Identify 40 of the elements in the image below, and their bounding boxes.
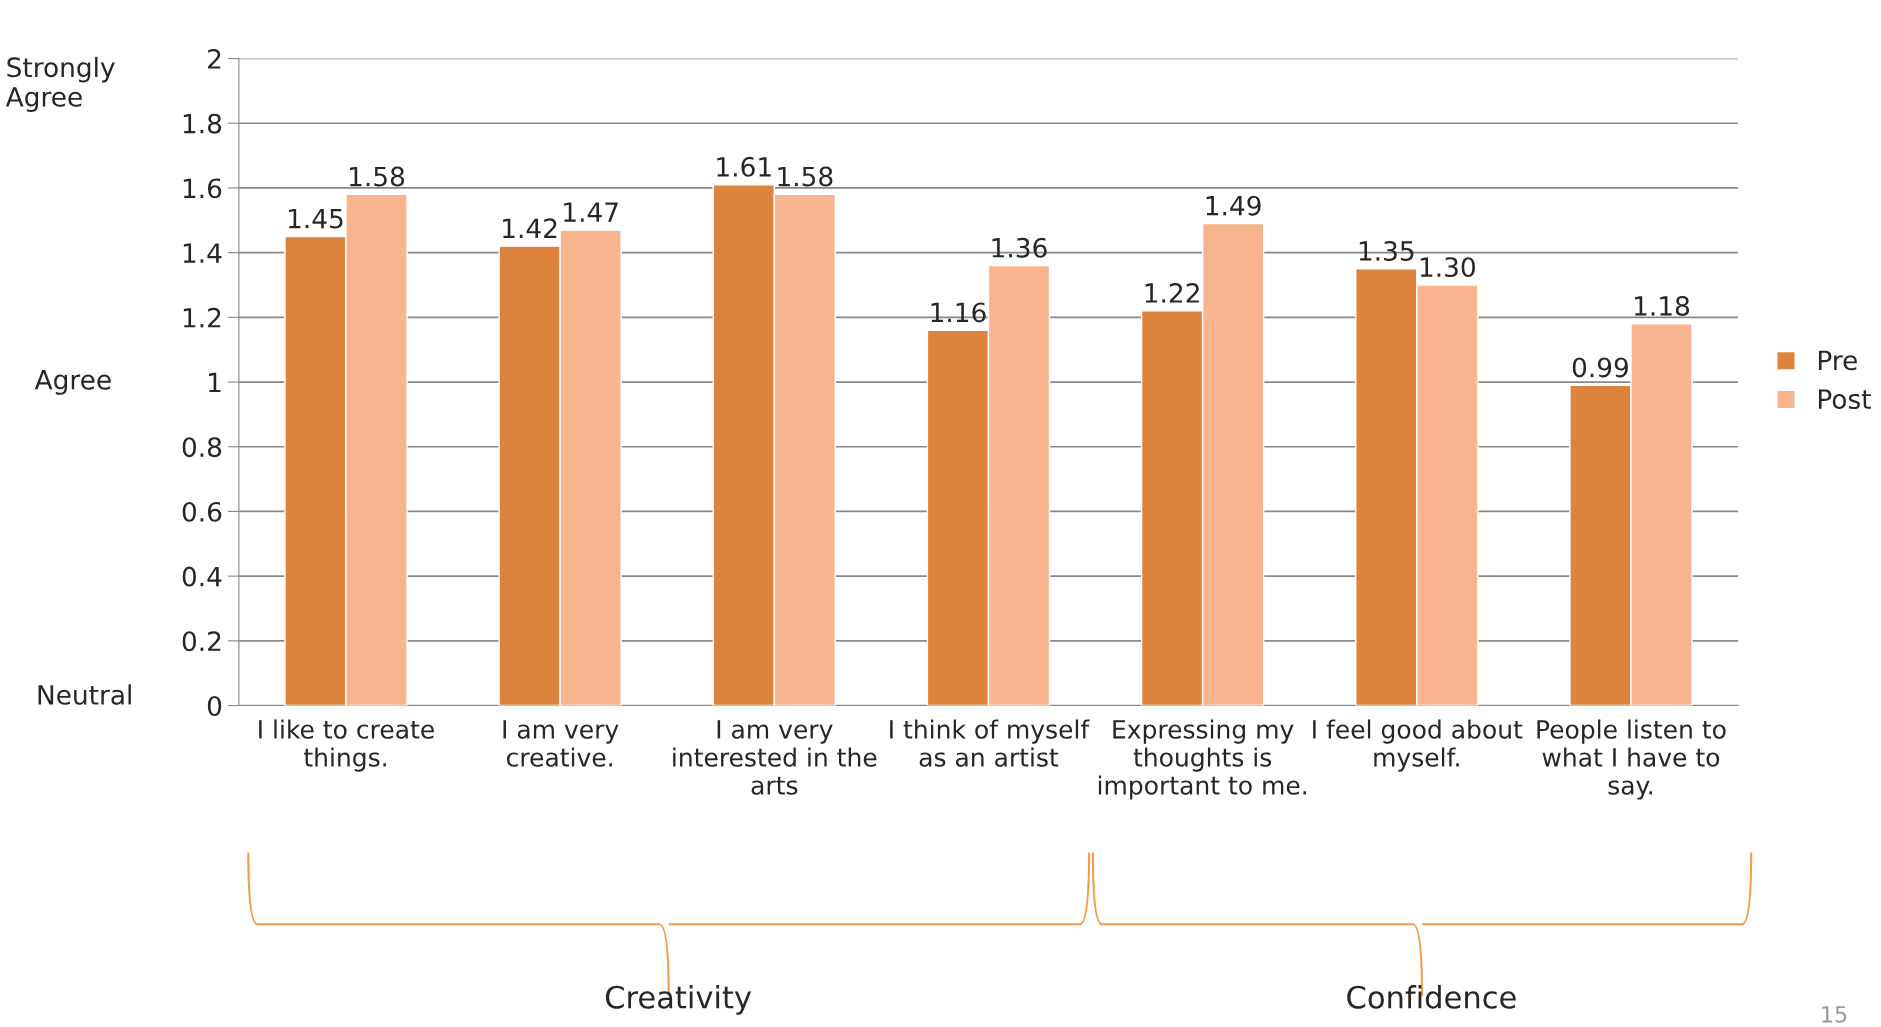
x-tick-label: I am very creative.	[503, 720, 619, 767]
y-tick-label: 1.4	[183, 243, 222, 263]
data-label: 1.22	[1145, 283, 1199, 303]
x-tick-label: I like to create things.	[259, 719, 434, 772]
y-tick-label: 1.2	[183, 307, 221, 328]
data-label: 1.35	[1359, 240, 1414, 261]
y-tick-label: 1.8	[183, 113, 222, 134]
y-tick-label: 0.2	[182, 631, 221, 652]
text: Agree	[34, 370, 111, 395]
data-label: 1.49	[1206, 195, 1261, 216]
data-label: 1.58	[778, 166, 833, 187]
data-label: 1.18	[1635, 295, 1690, 316]
data-label: 1.30	[1420, 257, 1475, 278]
y-tick-label: 1.6	[183, 178, 222, 199]
data-label: 1.61	[717, 156, 771, 177]
legend-label: Post	[1818, 389, 1871, 410]
x-tick-label: I think of myself as an artist	[890, 719, 1090, 767]
text: Creativity	[605, 985, 752, 1015]
data-label: 0.99	[1572, 357, 1628, 378]
y-tick-label: 0.6	[182, 501, 222, 522]
text: Neutral	[38, 684, 131, 705]
text: Confidence	[1347, 985, 1516, 1009]
y-tick-label: 0	[207, 695, 222, 716]
y-tick-label: 0.8	[182, 437, 222, 458]
y-tick-label: 2	[208, 48, 221, 69]
data-label: 1.45	[288, 208, 343, 229]
data-label: 1.36	[992, 237, 1047, 258]
data-label: 1.16	[931, 302, 986, 323]
text: 15	[1822, 1006, 1847, 1023]
x-tick-label: Expressing my thoughts is important to me.	[1098, 719, 1307, 800]
x-tick-label: I am very interested in the arts	[673, 720, 877, 795]
x-tick-label: I feel good about myself.	[1313, 719, 1523, 772]
y-tick-label: 0.4	[182, 566, 222, 587]
text: Strongly Agree	[5, 56, 115, 112]
y-tick-label: 1	[209, 372, 221, 393]
data-label: 1.47	[564, 202, 618, 222]
legend-label: Pre	[1818, 350, 1857, 371]
x-tick-label: People listen to what I have to say.	[1537, 719, 1726, 800]
data-label: 1.42	[503, 218, 557, 238]
data-label: 1.58	[350, 166, 405, 187]
